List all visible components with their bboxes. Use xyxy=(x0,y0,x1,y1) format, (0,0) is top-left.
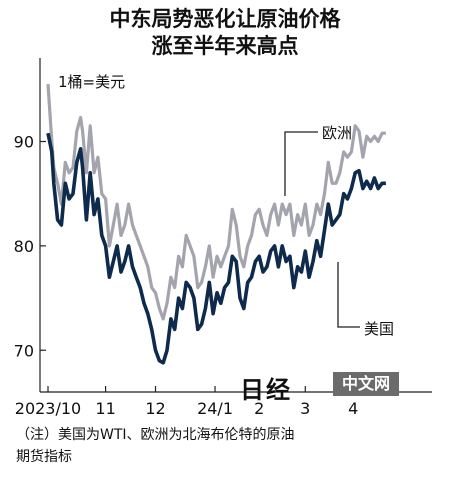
x-tick-label: 12 xyxy=(145,399,165,418)
footnote-line-2: 期货指标 xyxy=(16,449,72,465)
x-tick-label: 4 xyxy=(348,399,358,418)
footnote: （注）美国为WTI、欧洲为北海布伦特的原油 期货指标 xyxy=(16,424,295,468)
leader-line-us xyxy=(337,262,360,328)
y-tick-label: 70 xyxy=(14,341,34,360)
chinese-edition-badge: 中文网 xyxy=(333,372,399,396)
chart-subtitle: 涨至半年来高点 xyxy=(151,34,299,58)
series-label-us: 美国 xyxy=(364,320,394,338)
chart-title: 中东局势恶化让原油价格 xyxy=(109,7,341,31)
series-line-europe xyxy=(46,83,386,321)
x-tick-label: 24/1 xyxy=(197,399,233,418)
x-tick-label: 11 xyxy=(95,399,115,418)
x-tick-label: 2023/10 xyxy=(15,399,81,418)
nikkei-logo: 日经 xyxy=(240,375,292,404)
series-label-europe: 欧洲 xyxy=(322,124,352,142)
leader-line-europe xyxy=(284,131,318,196)
unit-note: 1桶=美元 xyxy=(58,73,125,91)
y-tick-label: 80 xyxy=(14,237,34,256)
y-tick-label: 90 xyxy=(14,133,34,152)
series-line-us xyxy=(46,132,386,365)
x-tick-label: 2 xyxy=(254,399,264,418)
x-tick-label: 3 xyxy=(300,399,310,418)
footnote-line-1: （注）美国为WTI、欧洲为北海布伦特的原油 xyxy=(16,427,295,443)
